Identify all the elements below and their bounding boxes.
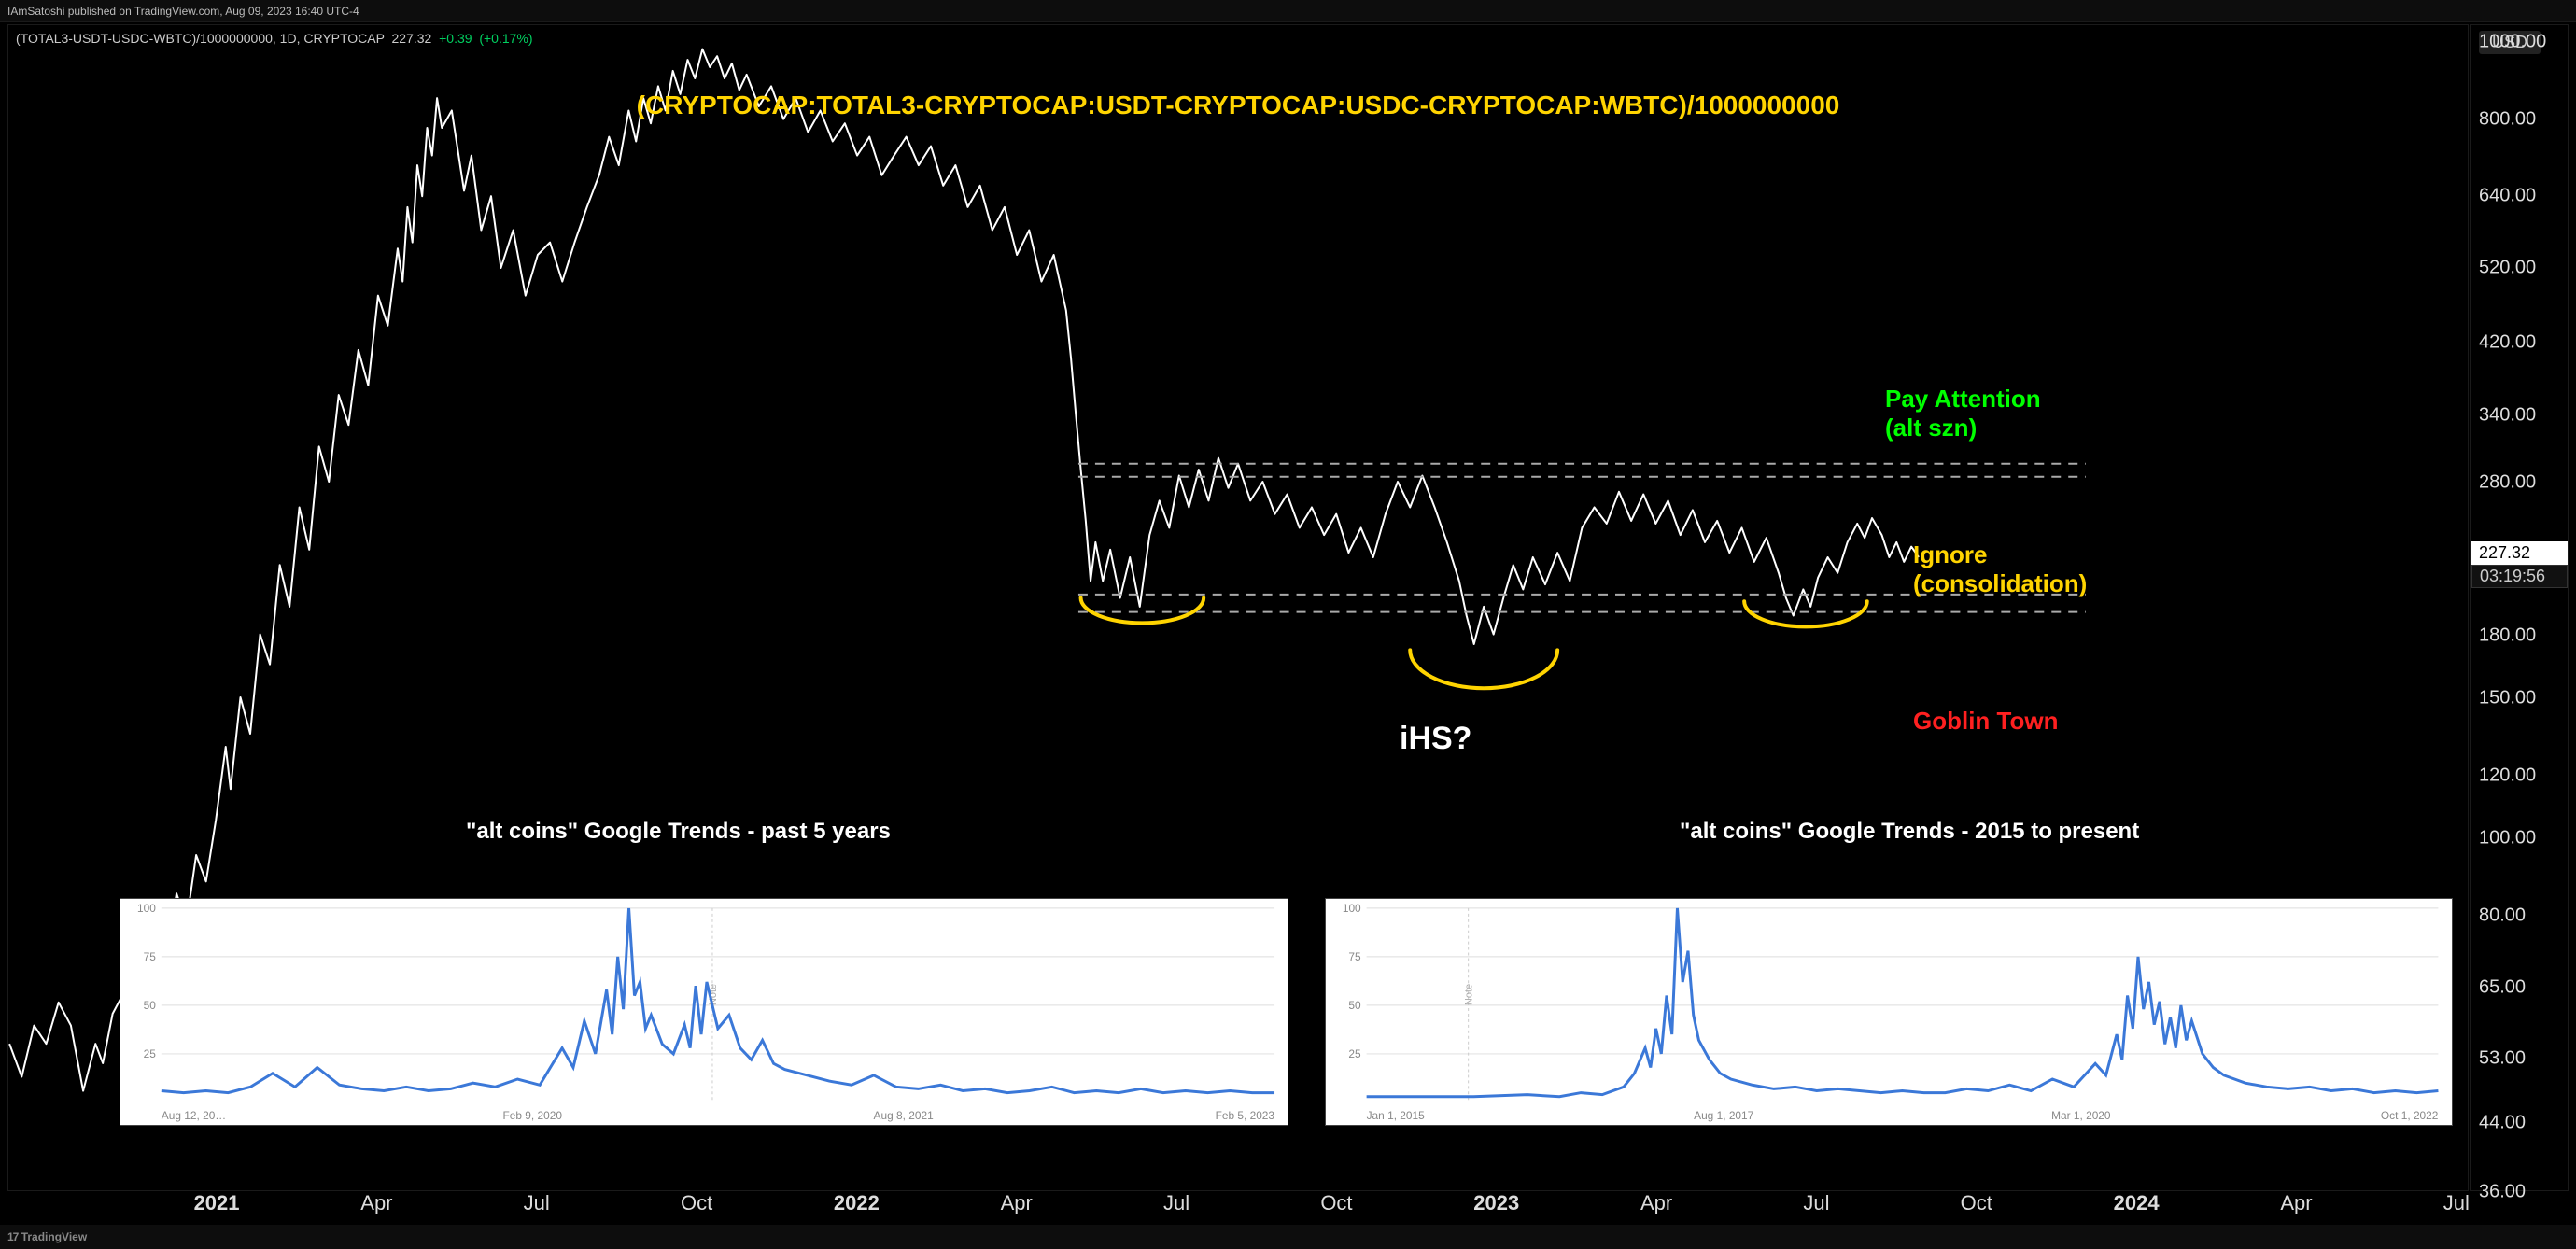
x-tick: Apr bbox=[2280, 1191, 2312, 1215]
legend-last: 227.32 bbox=[392, 31, 432, 46]
svg-text:50: 50 bbox=[1349, 999, 1362, 1012]
publish-text: IAmSatoshi published on TradingView.com,… bbox=[0, 5, 359, 18]
x-tick: Apr bbox=[1001, 1191, 1033, 1215]
trend-right-title: "alt coins" Google Trends - 2015 to pres… bbox=[1680, 819, 2139, 845]
x-tick: Apr bbox=[1640, 1191, 1672, 1215]
trend-left-title: "alt coins" Google Trends - past 5 years bbox=[466, 819, 891, 845]
y-axis: USD 1000.00800.00640.00520.00420.00340.0… bbox=[2470, 24, 2569, 1191]
y-tick: 53.00 bbox=[2471, 1047, 2568, 1069]
svg-text:100: 100 bbox=[137, 902, 156, 915]
svg-text:Aug 8, 2021: Aug 8, 2021 bbox=[873, 1109, 934, 1122]
svg-text:75: 75 bbox=[143, 950, 156, 963]
publish-header: IAmSatoshi published on TradingView.com,… bbox=[0, 0, 2576, 22]
y-tick: 640.00 bbox=[2471, 186, 2568, 207]
x-tick: Jul bbox=[1163, 1191, 1189, 1215]
y-tick: 65.00 bbox=[2471, 977, 2568, 999]
svg-text:100: 100 bbox=[1343, 902, 1361, 915]
ann-ihs: iHS? bbox=[1400, 721, 1471, 757]
y-tick: 1000.00 bbox=[2471, 32, 2568, 53]
formula-title: (CRYPTOCAP:TOTAL3-CRYPTOCAP:USDT-CRYPTOC… bbox=[637, 91, 1840, 120]
footer-brand: 17 TradingView bbox=[0, 1225, 2576, 1249]
current-price-box: 227.3203:19:56 bbox=[2471, 541, 2568, 588]
svg-text:25: 25 bbox=[1349, 1047, 1362, 1060]
ann-pay-attention-l2: (alt szn) bbox=[1885, 414, 2041, 442]
svg-text:50: 50 bbox=[143, 999, 156, 1012]
svg-text:75: 75 bbox=[1349, 950, 1362, 963]
svg-text:Aug 1, 2017: Aug 1, 2017 bbox=[1694, 1109, 1754, 1122]
chart-legend: (TOTAL3-USDT-USDC-WBTC)/1000000000, 1D, … bbox=[16, 31, 533, 46]
svg-text:Feb 9, 2020: Feb 9, 2020 bbox=[502, 1109, 562, 1122]
svg-text:Mar 1, 2020: Mar 1, 2020 bbox=[2051, 1109, 2111, 1122]
legend-pct: (+0.17%) bbox=[479, 31, 532, 46]
trends-inset-right: 25 50 75 100 Jan 1, 2015 Aug 1, 2017 Mar 1, 20… bbox=[1325, 898, 2452, 1126]
x-tick: 2021 bbox=[194, 1191, 240, 1215]
ann-ignore: Ignore (consolidation) bbox=[1913, 540, 2087, 598]
y-tick: 340.00 bbox=[2471, 404, 2568, 426]
y-tick: 800.00 bbox=[2471, 108, 2568, 130]
svg-text:Oct 1, 2022: Oct 1, 2022 bbox=[2381, 1109, 2439, 1122]
footer-text: TradingView bbox=[21, 1230, 87, 1243]
y-tick: 520.00 bbox=[2471, 258, 2568, 279]
ann-pay-attention-l1: Pay Attention bbox=[1885, 385, 2041, 414]
x-axis: 2021 Apr Jul Oct 2022 Apr Jul Oct 2023 Apr Jul Oct 2… bbox=[7, 1191, 2469, 1223]
current-price-value: 227.32 bbox=[2471, 541, 2568, 565]
y-tick: 36.00 bbox=[2471, 1182, 2568, 1203]
x-tick: Oct bbox=[1320, 1191, 1352, 1215]
y-tick: 120.00 bbox=[2471, 765, 2568, 786]
y-tick: 150.00 bbox=[2471, 688, 2568, 709]
svg-text:Note: Note bbox=[1464, 984, 1475, 1005]
x-tick: 2022 bbox=[834, 1191, 880, 1215]
ann-ignore-l1: Ignore bbox=[1913, 540, 2087, 569]
ann-goblin: Goblin Town bbox=[1913, 707, 2058, 736]
y-tick: 180.00 bbox=[2471, 624, 2568, 646]
ann-pay-attention: Pay Attention (alt szn) bbox=[1885, 385, 2041, 442]
y-tick: 420.00 bbox=[2471, 331, 2568, 353]
y-tick: 280.00 bbox=[2471, 471, 2568, 493]
x-tick: Jul bbox=[1803, 1191, 1829, 1215]
x-tick: Oct bbox=[1961, 1191, 1992, 1215]
svg-text:Aug 12, 20…: Aug 12, 20… bbox=[161, 1109, 225, 1122]
svg-text:25: 25 bbox=[143, 1047, 156, 1060]
y-tick: 100.00 bbox=[2471, 828, 2568, 849]
x-tick: Oct bbox=[681, 1191, 712, 1215]
svg-text:Feb 5, 2023: Feb 5, 2023 bbox=[1215, 1109, 1274, 1122]
y-tick: 44.00 bbox=[2471, 1112, 2568, 1133]
trends-inset-left: 25 50 75 100 Aug 12, 20… Feb 9, 2020 Aug 8, 20… bbox=[120, 898, 1288, 1126]
legend-change: +0.39 bbox=[439, 31, 472, 46]
svg-text:Jan 1, 2015: Jan 1, 2015 bbox=[1367, 1109, 1426, 1122]
price-chart[interactable]: (TOTAL3-USDT-USDC-WBTC)/1000000000, 1D, … bbox=[7, 24, 2469, 1191]
x-tick: Jul bbox=[524, 1191, 550, 1215]
ann-ignore-l2: (consolidation) bbox=[1913, 569, 2087, 598]
x-tick: Jul bbox=[2443, 1191, 2470, 1215]
x-tick: Apr bbox=[360, 1191, 392, 1215]
x-tick: 2024 bbox=[2114, 1191, 2160, 1215]
y-tick: 80.00 bbox=[2471, 905, 2568, 927]
legend-symbol: (TOTAL3-USDT-USDC-WBTC)/1000000000, 1D, … bbox=[16, 31, 385, 46]
x-tick: 2023 bbox=[1473, 1191, 1519, 1215]
countdown-timer: 03:19:56 bbox=[2471, 565, 2568, 588]
